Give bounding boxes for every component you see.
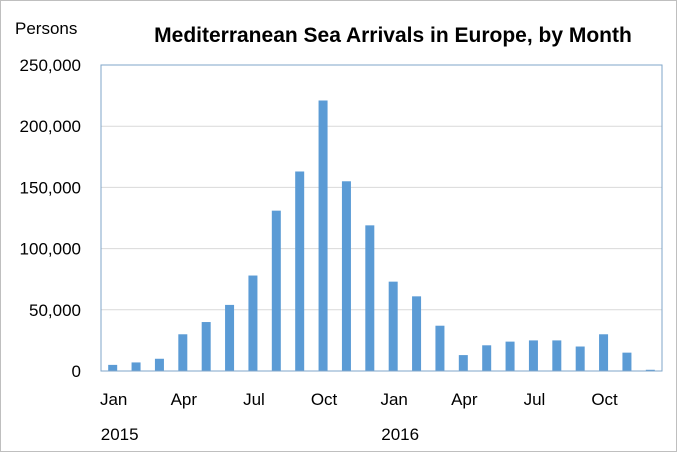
bar (201, 322, 211, 371)
y-tick-label: 0 (72, 362, 81, 381)
y-tick-label: 100,000 (20, 240, 81, 259)
x-tick-label: Apr (451, 390, 478, 409)
bar (271, 210, 281, 371)
y-tick-labels: 0 50,000 100,000 150,000 200,000 250,000 (20, 56, 81, 381)
year-label: 2015 (101, 425, 139, 444)
bar (482, 345, 492, 371)
bar (248, 275, 258, 371)
bar (575, 346, 585, 371)
bar (341, 181, 351, 371)
x-tick-labels: Jan Apr Jul Oct Jan Apr Jul Oct 2015 2016 (100, 390, 618, 444)
bar (412, 296, 422, 371)
bar (318, 100, 328, 371)
y-axis-label: Persons (15, 19, 77, 38)
bar (528, 340, 538, 371)
bar (131, 362, 141, 371)
bar (178, 334, 188, 371)
y-tick-label: 200,000 (20, 117, 81, 136)
bar (154, 358, 164, 371)
x-tick-label: Jan (100, 390, 127, 409)
bar (505, 341, 515, 371)
x-tick-label: Apr (171, 390, 198, 409)
bar (388, 281, 398, 371)
bar (552, 340, 562, 371)
y-tick-label: 150,000 (20, 178, 81, 197)
x-tick-label: Jul (524, 390, 546, 409)
bar (622, 352, 632, 371)
x-tick-label: Oct (311, 390, 338, 409)
chart-title: Mediterranean Sea Arrivals in Europe, by… (154, 24, 632, 47)
plot-area-border (100, 64, 663, 372)
year-label: 2016 (381, 425, 419, 444)
y-tick-label: 50,000 (29, 301, 81, 320)
bar (108, 364, 118, 371)
y-tick-label: 250,000 (20, 56, 81, 75)
bar (458, 355, 468, 371)
gridlines (101, 125, 662, 311)
bar (295, 171, 305, 371)
bar (599, 334, 609, 371)
x-tick-label: Oct (591, 390, 618, 409)
x-tick-label: Jul (243, 390, 265, 409)
bar (435, 325, 445, 371)
bars (108, 100, 655, 371)
bar (365, 225, 375, 371)
bar (645, 369, 655, 371)
bar (225, 304, 235, 371)
x-tick-label: Jan (380, 390, 407, 409)
